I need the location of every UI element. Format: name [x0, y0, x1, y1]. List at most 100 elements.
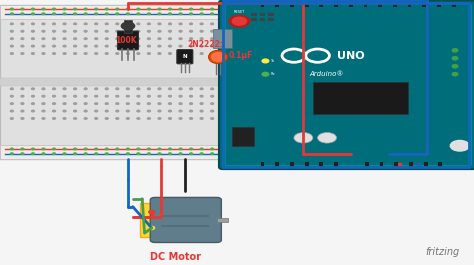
Circle shape	[42, 30, 45, 32]
Circle shape	[221, 153, 224, 154]
Circle shape	[95, 153, 98, 154]
Ellipse shape	[318, 132, 337, 143]
Circle shape	[10, 153, 13, 154]
Circle shape	[452, 73, 458, 76]
Circle shape	[211, 30, 214, 32]
Circle shape	[229, 15, 250, 27]
Circle shape	[274, 23, 277, 25]
Circle shape	[262, 72, 269, 76]
Circle shape	[264, 88, 266, 90]
Circle shape	[310, 52, 325, 60]
Circle shape	[264, 103, 266, 104]
Circle shape	[21, 95, 24, 97]
Circle shape	[284, 45, 287, 47]
Bar	[437, 3, 441, 7]
Circle shape	[137, 45, 140, 47]
Circle shape	[284, 8, 287, 10]
Circle shape	[284, 103, 287, 104]
Circle shape	[42, 8, 45, 10]
Circle shape	[63, 148, 66, 150]
Circle shape	[211, 88, 214, 90]
Circle shape	[73, 8, 76, 10]
Bar	[380, 162, 383, 167]
Circle shape	[42, 95, 45, 97]
Circle shape	[53, 88, 55, 90]
Circle shape	[264, 53, 266, 54]
Circle shape	[284, 95, 287, 97]
Bar	[290, 3, 294, 7]
Circle shape	[179, 95, 182, 97]
Circle shape	[264, 148, 266, 150]
Circle shape	[190, 153, 192, 154]
Circle shape	[211, 103, 214, 104]
Circle shape	[169, 103, 172, 104]
Circle shape	[200, 110, 203, 112]
Circle shape	[242, 30, 245, 32]
Circle shape	[137, 23, 140, 25]
Circle shape	[21, 88, 24, 90]
Circle shape	[84, 53, 87, 54]
Circle shape	[105, 95, 108, 97]
Circle shape	[73, 88, 76, 90]
Circle shape	[147, 8, 150, 10]
Circle shape	[105, 8, 108, 10]
Circle shape	[190, 38, 192, 39]
Circle shape	[284, 153, 287, 154]
Circle shape	[53, 30, 55, 32]
Circle shape	[95, 95, 98, 97]
Circle shape	[73, 23, 76, 25]
Circle shape	[95, 8, 98, 10]
FancyBboxPatch shape	[177, 50, 193, 64]
Circle shape	[95, 53, 98, 54]
Circle shape	[116, 110, 118, 112]
Circle shape	[452, 65, 458, 68]
Circle shape	[295, 110, 298, 112]
Circle shape	[287, 52, 301, 60]
Circle shape	[169, 38, 172, 39]
Circle shape	[95, 110, 98, 112]
Circle shape	[264, 118, 266, 119]
Bar	[275, 3, 279, 7]
Circle shape	[306, 153, 309, 154]
Circle shape	[116, 148, 118, 150]
Bar	[305, 162, 309, 167]
Circle shape	[316, 45, 319, 47]
Circle shape	[211, 8, 214, 10]
Circle shape	[116, 153, 118, 154]
Circle shape	[31, 53, 34, 54]
Circle shape	[190, 23, 192, 25]
Circle shape	[169, 30, 172, 32]
Circle shape	[450, 140, 469, 151]
Ellipse shape	[209, 50, 228, 64]
Circle shape	[137, 148, 140, 150]
Circle shape	[179, 88, 182, 90]
Circle shape	[179, 30, 182, 32]
Text: Arduino®: Arduino®	[310, 71, 344, 77]
Circle shape	[116, 103, 118, 104]
Circle shape	[10, 110, 13, 112]
Circle shape	[137, 95, 140, 97]
Bar	[319, 162, 323, 167]
Circle shape	[232, 17, 246, 25]
Circle shape	[53, 23, 55, 25]
Circle shape	[221, 8, 224, 10]
Circle shape	[306, 53, 309, 54]
Bar	[409, 162, 413, 167]
Circle shape	[232, 23, 235, 25]
Circle shape	[53, 13, 55, 15]
Circle shape	[253, 88, 256, 90]
Circle shape	[242, 45, 245, 47]
Circle shape	[42, 23, 45, 25]
Circle shape	[53, 8, 55, 10]
Circle shape	[274, 45, 277, 47]
Circle shape	[31, 153, 34, 154]
Bar	[0, 78, 322, 86]
Circle shape	[95, 88, 98, 90]
Circle shape	[10, 118, 13, 119]
Circle shape	[295, 13, 298, 15]
Circle shape	[21, 103, 24, 104]
Circle shape	[105, 13, 108, 15]
Circle shape	[253, 153, 256, 154]
Circle shape	[147, 45, 150, 47]
Circle shape	[242, 88, 245, 90]
